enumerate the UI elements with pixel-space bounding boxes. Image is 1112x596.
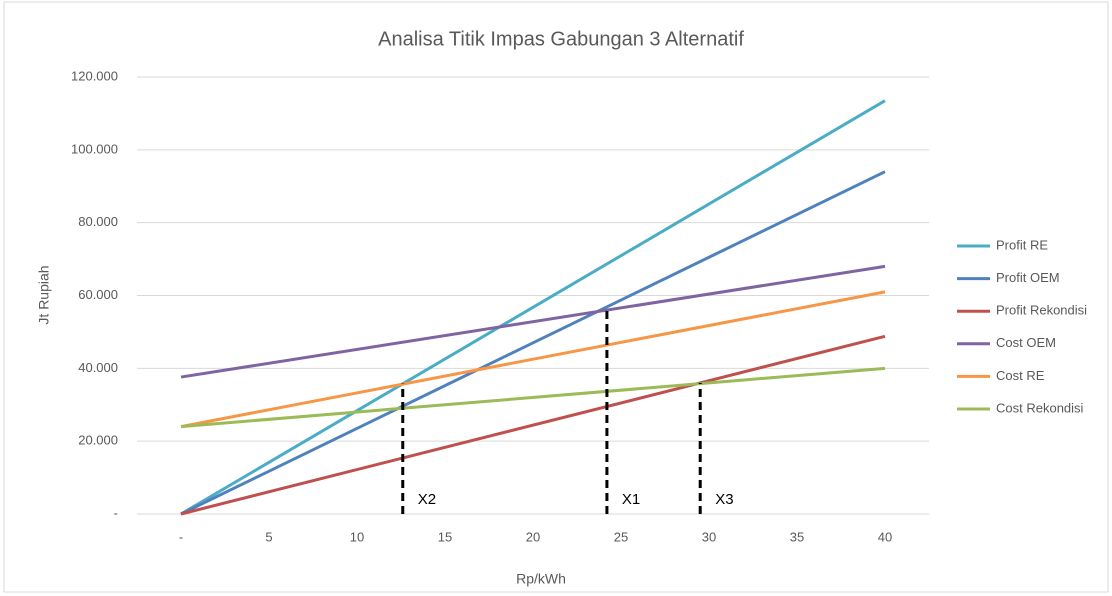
- annotation-label: X1: [622, 491, 640, 508]
- x-tick-label: 25: [614, 529, 628, 544]
- y-tick-label: 60.000: [78, 287, 118, 302]
- y-tick-label: 120.000: [71, 68, 118, 83]
- y-tick-label: 20.000: [78, 433, 118, 448]
- x-tick-label: 5: [265, 529, 272, 544]
- x-tick-label: 35: [790, 529, 804, 544]
- legend-label: Cost RE: [996, 368, 1045, 383]
- x-tick-label: 30: [702, 529, 716, 544]
- x-tick-label: 15: [438, 529, 452, 544]
- annotation-label: X2: [418, 491, 436, 508]
- x-tick-label: 20: [526, 529, 540, 544]
- y-tick-label: 40.000: [78, 360, 118, 375]
- legend-label: Cost OEM: [996, 335, 1056, 350]
- y-tick-label: 100.000: [71, 141, 118, 156]
- legend-label: Profit RE: [996, 237, 1048, 252]
- x-tick-label: -: [179, 529, 183, 544]
- legend-label: Profit Rekondisi: [996, 303, 1087, 318]
- x-tick-label: 40: [878, 529, 892, 544]
- legend-label: Cost Rekondisi: [996, 400, 1084, 415]
- x-tick-label: 10: [350, 529, 364, 544]
- chart-border: [3, 1, 1109, 593]
- series-line: [180, 264, 886, 379]
- chart-title: Analisa Titik Impas Gabungan 3 Alternati…: [378, 28, 744, 50]
- x-axis-label: Rp/kWh: [516, 571, 566, 587]
- annotation-label: X3: [715, 491, 733, 508]
- series-line: [180, 99, 886, 516]
- y-axis-label: Jt Rupiah: [36, 265, 52, 324]
- series-line: [180, 334, 886, 516]
- series-line: [180, 290, 886, 429]
- y-tick-label: 80.000: [78, 214, 118, 229]
- series-line: [180, 170, 886, 516]
- y-tick-label: -: [114, 505, 118, 520]
- legend-label: Profit OEM: [996, 270, 1060, 285]
- series-line: [180, 366, 886, 429]
